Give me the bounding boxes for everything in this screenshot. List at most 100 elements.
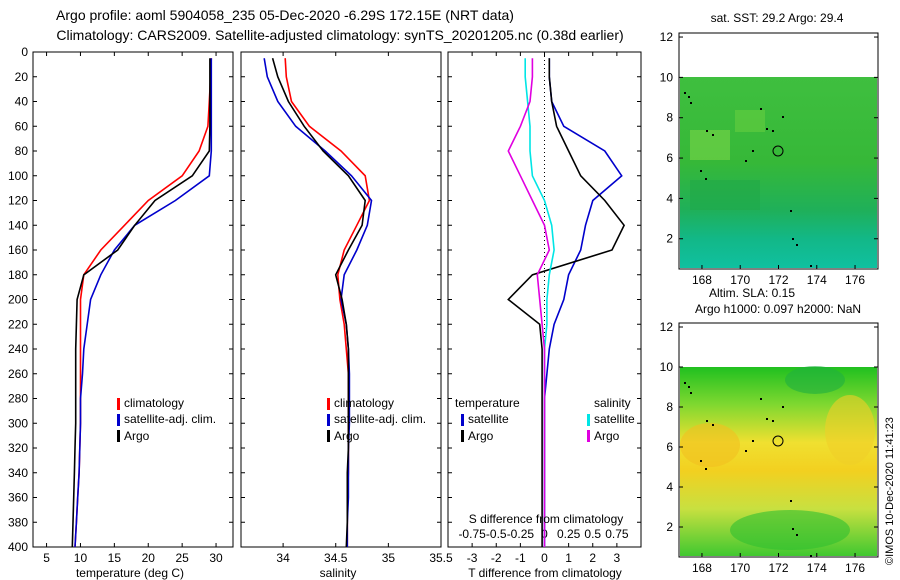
salinity-xtick-label: 34 [276, 551, 290, 565]
temperature-xlabel: temperature (deg C) [76, 566, 184, 580]
island-mark [782, 406, 784, 408]
sla-map-xtick-label: 170 [730, 561, 750, 575]
sla-argo-position-marker [772, 435, 784, 447]
island-mark [712, 134, 714, 136]
difference-xtick-label: 0 [541, 551, 548, 565]
island-mark [766, 128, 768, 130]
sla-high-patch [680, 423, 740, 467]
sst-map-ytick-label: 4 [666, 191, 673, 205]
temperature-line-climatology [74, 58, 213, 548]
difference-legend-s-argo: Argo [594, 429, 620, 443]
salinity-lines [263, 57, 373, 548]
sla-map-patches [680, 366, 875, 550]
temperature-lines [71, 58, 213, 548]
island-mark [790, 210, 792, 212]
island-mark [792, 238, 794, 240]
salinity-xtick-label: 35 [382, 551, 396, 565]
island-mark [700, 170, 702, 172]
difference-xtick-label: -2 [491, 551, 502, 565]
temperature-legend-satellite: satellite-adj. clim. [124, 412, 216, 426]
sst-map-xtick-label: 170 [730, 273, 750, 287]
difference-axes: -3 -2 -1 0 1 2 3-0.75 -0.5 -0.25 0 0.25 0.5 0.75 [448, 51, 641, 565]
temperature-ytick-label: 260 [8, 367, 28, 381]
temperature-ytick-label: 360 [8, 491, 28, 505]
temperature-ytick-label: 140 [8, 218, 28, 232]
salinity-legend-satellite: satellite-adj. clim. [334, 412, 426, 426]
sst-map-xtick-label: 174 [807, 273, 827, 287]
difference-line-s-argo [507, 58, 551, 547]
difference-xtick-label: -3 [467, 551, 478, 565]
sst-map-ytick-label: 12 [660, 30, 674, 44]
difference-legend-t-satellite: satellite [468, 412, 509, 426]
sst-warm-patch [735, 110, 765, 132]
island-mark [772, 130, 774, 132]
salinity-xtick-label: 34.5 [324, 551, 348, 565]
temperature-xtick-label: 5 [43, 551, 50, 565]
sla-map-xtick-label: 174 [807, 561, 827, 575]
island-mark [760, 398, 762, 400]
island-mark [752, 440, 754, 442]
difference-line-t-argo [507, 58, 626, 547]
sla-map-xtick-label: 168 [692, 561, 712, 575]
sla-map-ytick-label: 6 [666, 440, 673, 454]
difference-xtick-label: 1 [565, 551, 572, 565]
salinity-legend-argo-swatch [327, 430, 330, 442]
sla-map-ytick-label: 4 [666, 480, 673, 494]
sla-map-axes: 168 170 172 174 176 2 4 6 8 10 12 [660, 320, 878, 575]
temperature-ytick-label: 300 [8, 416, 28, 430]
difference-line-t-satellite [543, 58, 623, 547]
sla-map-title-line-1: Altim. SLA: 0.15 [709, 286, 795, 300]
difference-legend-t-argo-swatch [461, 430, 464, 442]
sla-map-ytick-label: 8 [666, 400, 673, 414]
temperature-ytick-label: 100 [8, 169, 28, 183]
temperature-legend-argo: Argo [124, 429, 150, 443]
sst-cool-patch [690, 180, 760, 210]
temperature-xtick-label: 10 [74, 551, 88, 565]
difference-lines [507, 58, 626, 547]
temperature-ytick-label: 280 [8, 392, 28, 406]
island-mark [810, 555, 812, 557]
island-mark [745, 160, 747, 162]
temperature-legend-climatology: climatology [124, 396, 184, 410]
temperature-legend-climatology-swatch [117, 398, 120, 410]
difference-xlabel: T difference from climatology [468, 566, 622, 580]
difference-legend-temperature-title: temperature [455, 396, 520, 410]
salinity-legend-satellite-swatch [327, 414, 330, 426]
temperature-ytick-label: 80 [15, 144, 29, 158]
temperature-legend-satellite-swatch [117, 414, 120, 426]
difference-legend: temperature satellite Argo salinity sate… [455, 396, 635, 443]
temperature-xtick-label: 20 [142, 551, 156, 565]
salinity-axes: 34 34.5 35 35.5 [241, 51, 453, 565]
sst-warm-patch [690, 130, 730, 160]
sla-coastline [684, 382, 812, 557]
island-mark [706, 420, 708, 422]
island-mark [688, 386, 690, 388]
difference-legend-salinity-title: salinity [594, 396, 631, 410]
sst-map-axes: 168 170 172 174 176 2 4 6 8 10 12 [660, 30, 878, 287]
island-mark [796, 244, 798, 246]
temperature-ytick-label: 380 [8, 515, 28, 529]
temperature-plot-frame [32, 51, 234, 548]
temperature-legend-argo-swatch [117, 430, 120, 442]
salinity-legend-climatology: climatology [334, 396, 394, 410]
temperature-ytick-label: 0 [21, 45, 28, 59]
salinity-line-climatology [284, 58, 371, 547]
island-mark [760, 108, 762, 110]
temperature-ytick-label: 60 [15, 119, 29, 133]
salinity-legend: climatology satellite-adj. clim. Argo [327, 396, 426, 443]
sla-map-ytick-label: 12 [660, 320, 674, 334]
difference-xtick-label: 2 [589, 551, 596, 565]
difference-xtick-label: 3 [614, 551, 621, 565]
difference-s-tick-label: -0.75 [458, 527, 486, 541]
difference-s-tick-label: -0.25 [507, 527, 535, 541]
difference-s-tick-label: -0.5 [486, 527, 507, 541]
sst-map-warm-patches [690, 110, 765, 210]
island-mark [688, 96, 690, 98]
island-mark [782, 116, 784, 118]
temperature-xtick-label: 30 [209, 551, 223, 565]
temperature-xtick-label: 25 [175, 551, 189, 565]
header-line-1: Argo profile: aoml 5904058_235 05-Dec-20… [56, 7, 514, 23]
temperature-ytick-label: 240 [8, 342, 28, 356]
island-mark [766, 418, 768, 420]
sst-map-xtick-label: 172 [768, 273, 788, 287]
